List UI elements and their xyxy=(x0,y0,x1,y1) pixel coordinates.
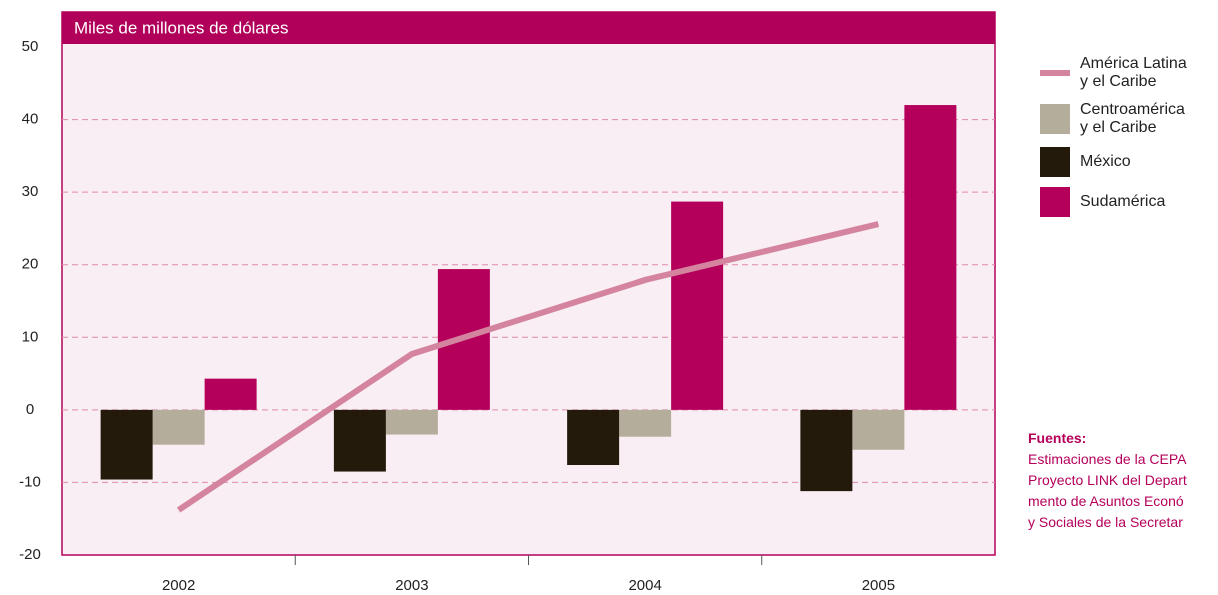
sources-title: Fuentes: xyxy=(1028,430,1087,446)
y-tick-label: 20 xyxy=(22,256,39,273)
legend-label: México xyxy=(1080,153,1131,170)
x-tick-label: 2004 xyxy=(628,577,661,594)
y-tick-label: 40 xyxy=(22,111,39,128)
source-line: Proyecto LINK del Depart xyxy=(1028,472,1187,488)
header-band xyxy=(62,12,995,44)
line xyxy=(176,221,880,513)
source-line: y Sociales de la Secretar xyxy=(1028,514,1183,530)
bar xyxy=(904,105,957,410)
legend-item: Centroamérica y el Caribe xyxy=(1040,101,1192,137)
x-tick-label: 2005 xyxy=(862,577,895,594)
bar xyxy=(152,409,205,445)
bar xyxy=(800,409,853,492)
plot-area xyxy=(61,11,996,556)
legend-label: Sudamérica xyxy=(1080,193,1166,210)
y-tick-label: 30 xyxy=(22,183,39,200)
y-tick-label: 10 xyxy=(22,328,39,345)
legend-item: México xyxy=(1040,147,1192,177)
legend-swatch xyxy=(1040,187,1070,217)
chart-title: Miles de millones de dólares xyxy=(74,18,289,37)
x-tick-label: 2003 xyxy=(395,577,428,594)
x-tick-label: 2002 xyxy=(162,577,195,594)
bar xyxy=(567,409,620,466)
legend-item: Sudamérica xyxy=(1040,187,1192,217)
source-line: mento de Asuntos Econó xyxy=(1028,493,1184,509)
bar xyxy=(619,409,672,437)
bar xyxy=(204,378,257,410)
bar xyxy=(100,409,153,480)
bar xyxy=(671,201,724,410)
legend-swatch xyxy=(1040,147,1070,177)
sources: Fuentes: Estimaciones de la CEPA Proyecto… xyxy=(1028,428,1187,533)
source-line: Estimaciones de la CEPA xyxy=(1028,451,1187,467)
bar xyxy=(852,409,905,450)
bar xyxy=(333,409,386,472)
y-tick-label: -10 xyxy=(19,473,41,490)
legend-label: América Latina y el Caribe xyxy=(1080,55,1187,90)
legend-item: América Latina y el Caribe xyxy=(1040,55,1192,91)
y-tick-label: 50 xyxy=(22,38,39,55)
legend-label: Centroamérica y el Caribe xyxy=(1080,101,1185,136)
legend-swatch xyxy=(1040,58,1070,88)
legend: América Latina y el Caribe Centroamérica … xyxy=(1040,55,1192,227)
y-tick-label: 0 xyxy=(26,401,34,418)
chart: Miles de millones de dólares -20 -10 0 10 20… xyxy=(19,11,996,594)
bar xyxy=(385,409,438,435)
y-tick-label: -20 xyxy=(19,546,41,563)
legend-swatch xyxy=(1040,104,1070,134)
